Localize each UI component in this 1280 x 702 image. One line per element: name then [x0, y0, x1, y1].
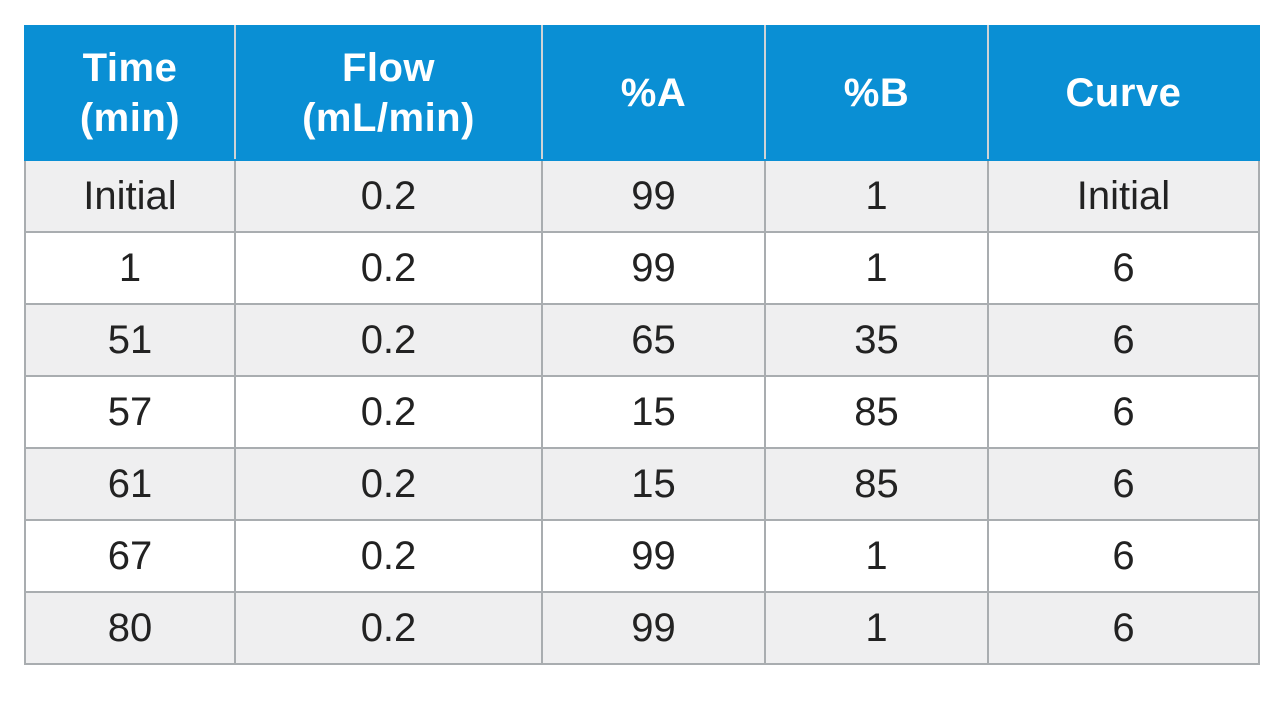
table-header: Time (min) Flow (mL/min) %A %B Curve [24, 25, 1260, 161]
header-time-label: Time [82, 46, 178, 90]
header-flow-unit: (mL/min) [302, 96, 475, 140]
cell-flow: 0.2 [234, 375, 543, 449]
cell-percent-b: 1 [764, 519, 989, 593]
cell-percent-b: 85 [764, 447, 989, 521]
table-row: 80 0.2 99 1 6 [24, 591, 1260, 665]
cell-curve: 6 [987, 447, 1260, 521]
cell-flow: 0.2 [234, 231, 543, 305]
header-percent-a: %A [541, 25, 766, 161]
header-percent-b: %B [764, 25, 989, 161]
cell-time: 51 [24, 303, 236, 377]
cell-curve: Initial [987, 159, 1260, 233]
cell-curve: 6 [987, 375, 1260, 449]
cell-time: 67 [24, 519, 236, 593]
cell-time: 1 [24, 231, 236, 305]
cell-percent-a: 99 [541, 519, 766, 593]
cell-percent-b: 1 [764, 231, 989, 305]
cell-flow: 0.2 [234, 591, 543, 665]
cell-curve: 6 [987, 591, 1260, 665]
table-row: 61 0.2 15 85 6 [24, 447, 1260, 521]
cell-percent-a: 99 [541, 591, 766, 665]
cell-flow: 0.2 [234, 159, 543, 233]
cell-time: 57 [24, 375, 236, 449]
cell-percent-a: 15 [541, 447, 766, 521]
table-row: 57 0.2 15 85 6 [24, 375, 1260, 449]
header-time-unit: (min) [79, 96, 181, 140]
gradient-table: Time (min) Flow (mL/min) %A %B Curve [24, 25, 1260, 665]
header-curve-label: Curve [1065, 71, 1182, 115]
cell-percent-b: 85 [764, 375, 989, 449]
cell-flow: 0.2 [234, 519, 543, 593]
cell-percent-a: 99 [541, 159, 766, 233]
table-row: 1 0.2 99 1 6 [24, 231, 1260, 305]
cell-percent-b: 35 [764, 303, 989, 377]
cell-percent-b: 1 [764, 159, 989, 233]
cell-curve: 6 [987, 519, 1260, 593]
cell-percent-b: 1 [764, 591, 989, 665]
cell-flow: 0.2 [234, 303, 543, 377]
table-row: 51 0.2 65 35 6 [24, 303, 1260, 377]
table-body: Initial 0.2 99 1 Initial 1 0.2 99 1 6 51… [24, 159, 1260, 665]
cell-time: 80 [24, 591, 236, 665]
header-percent-b-label: %B [843, 71, 910, 115]
cell-percent-a: 15 [541, 375, 766, 449]
header-flow-label: Flow [341, 46, 436, 90]
cell-percent-a: 65 [541, 303, 766, 377]
table-row: 67 0.2 99 1 6 [24, 519, 1260, 593]
header-percent-a-label: %A [620, 71, 687, 115]
gradient-table-container: Time (min) Flow (mL/min) %A %B Curve [24, 25, 1260, 665]
header-flow: Flow (mL/min) [234, 25, 543, 161]
header-curve: Curve [987, 25, 1260, 161]
cell-curve: 6 [987, 231, 1260, 305]
table-row: Initial 0.2 99 1 Initial [24, 159, 1260, 233]
cell-flow: 0.2 [234, 447, 543, 521]
cell-time: 61 [24, 447, 236, 521]
cell-time: Initial [24, 159, 236, 233]
cell-percent-a: 99 [541, 231, 766, 305]
header-time: Time (min) [24, 25, 236, 161]
header-row: Time (min) Flow (mL/min) %A %B Curve [24, 25, 1260, 161]
cell-curve: 6 [987, 303, 1260, 377]
